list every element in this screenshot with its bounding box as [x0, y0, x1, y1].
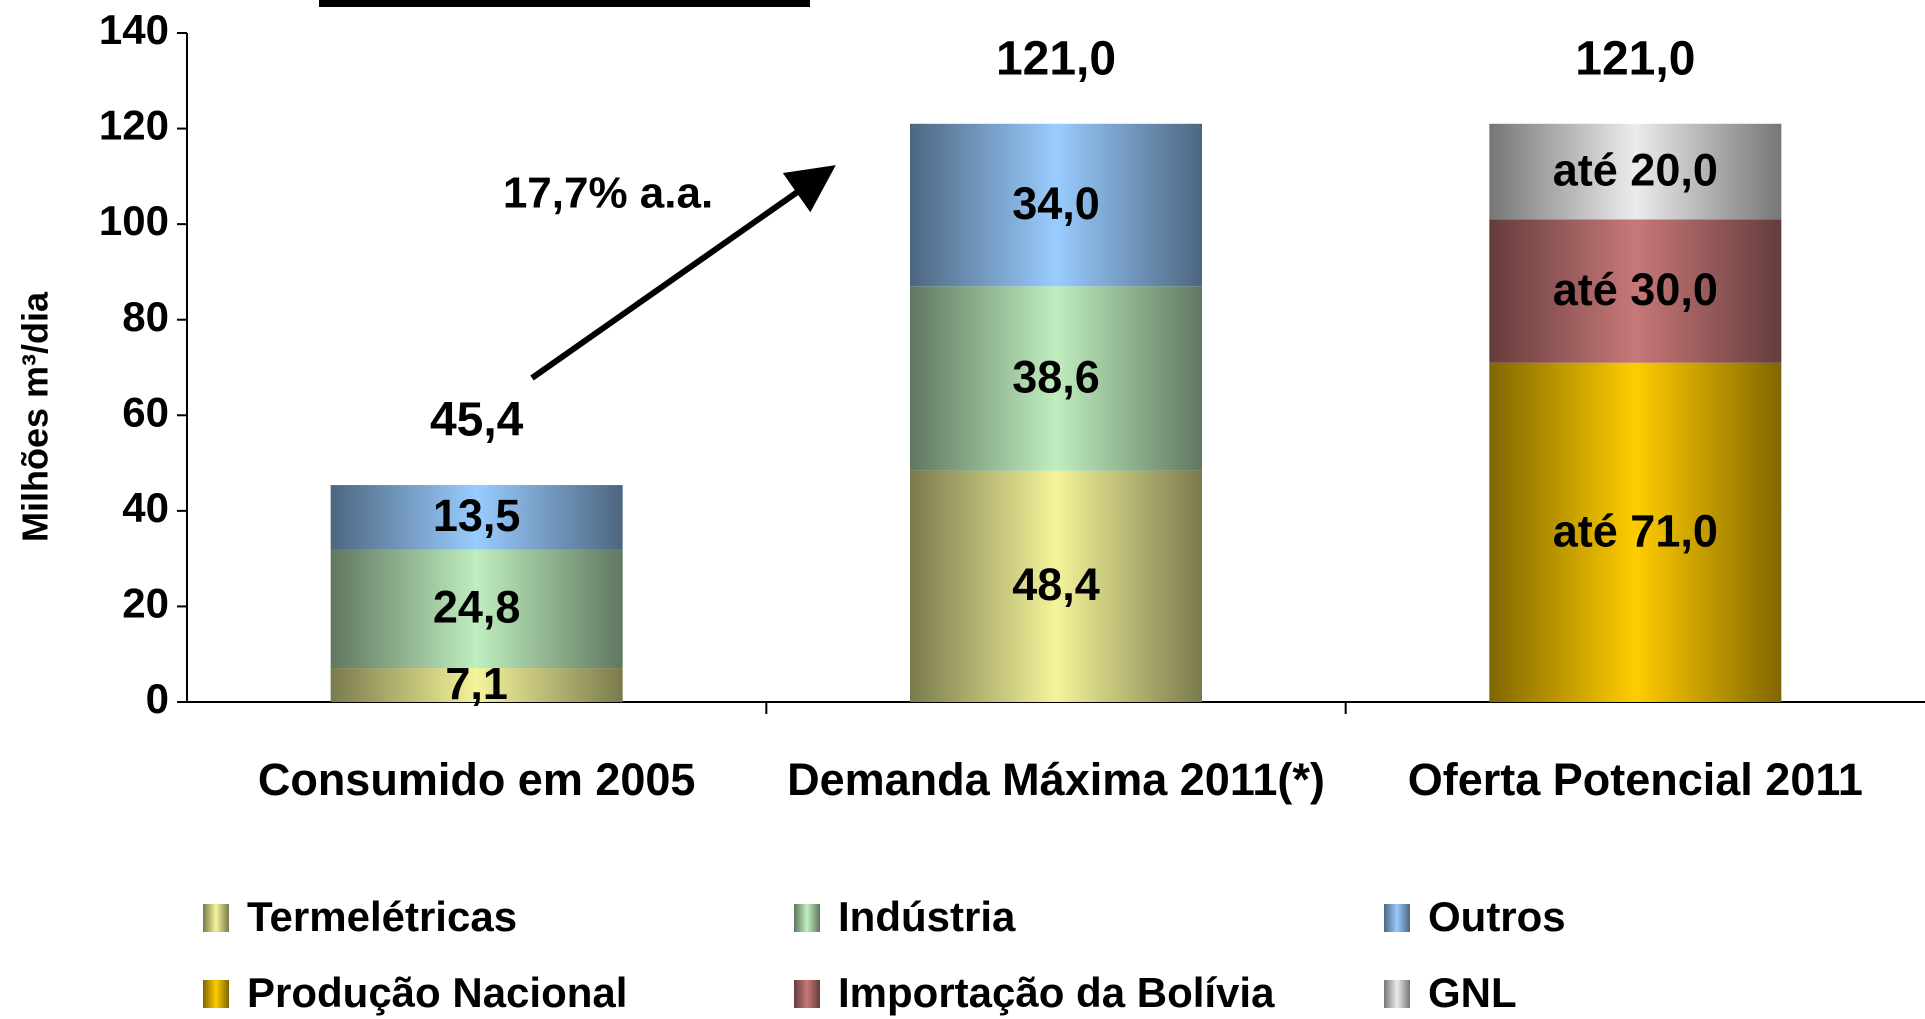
- bar-segment: [910, 123, 1202, 287]
- y-tick-label: 20: [122, 580, 169, 627]
- y-tick-label: 140: [99, 6, 169, 53]
- annotation: 17,7% a.a.: [503, 169, 713, 218]
- y-tick-label: 100: [99, 197, 169, 244]
- value-label: 48,4: [1012, 559, 1100, 610]
- value-label: 24,8: [433, 582, 521, 633]
- legend-label: GNL: [1428, 969, 1517, 1016]
- y-tick-label: 60: [122, 388, 169, 435]
- x-tick-label: Oferta Potencial 2011: [1407, 754, 1863, 805]
- legend-label: Termelétricas: [247, 893, 517, 940]
- value-label: 34,0: [1012, 178, 1100, 229]
- legend-label: Outros: [1428, 893, 1566, 940]
- total-label: 45,4: [430, 394, 524, 447]
- growth-arrow: [530, 165, 836, 381]
- value-label: até 71,0: [1553, 505, 1718, 556]
- y-tick-label: 40: [122, 484, 169, 531]
- x-tick-label: Consumido em 2005: [257, 754, 696, 805]
- bar-segment: [330, 485, 623, 550]
- y-tick-label: 120: [99, 102, 169, 149]
- legend-swatch: [203, 904, 229, 932]
- legend-label: Indústria: [838, 893, 1016, 940]
- bar-segment: [1489, 219, 1782, 363]
- legend-label: Importação da Bolívia: [838, 969, 1275, 1016]
- bar-segment: [1489, 123, 1782, 220]
- legend-label: Produção Nacional: [247, 969, 627, 1016]
- bar-segment: [1489, 362, 1782, 702]
- title-bar: [319, 0, 810, 7]
- x-tick-label: Demanda Máxima 2011(*): [787, 754, 1325, 805]
- legend-swatch: [794, 980, 820, 1008]
- value-label: 13,5: [433, 490, 521, 541]
- total-label: 121,0: [1575, 32, 1695, 85]
- bar-segment: [910, 286, 1202, 471]
- legend-swatch: [203, 980, 229, 1008]
- y-tick-label: 0: [146, 675, 169, 722]
- y-tick-label: 80: [122, 293, 169, 340]
- value-label: até 20,0: [1553, 144, 1718, 195]
- legend-swatch: [794, 904, 820, 932]
- value-label: 38,6: [1012, 351, 1100, 402]
- value-label: até 30,0: [1553, 264, 1718, 315]
- total-label: 121,0: [996, 32, 1116, 85]
- bar-segment: [330, 549, 623, 669]
- bar-segment: [910, 470, 1202, 702]
- legend-swatch: [1384, 904, 1410, 932]
- y-axis-label: Milhões m³/dia: [15, 291, 56, 542]
- bar-segment: [330, 668, 623, 702]
- legend-swatch: [1384, 980, 1410, 1008]
